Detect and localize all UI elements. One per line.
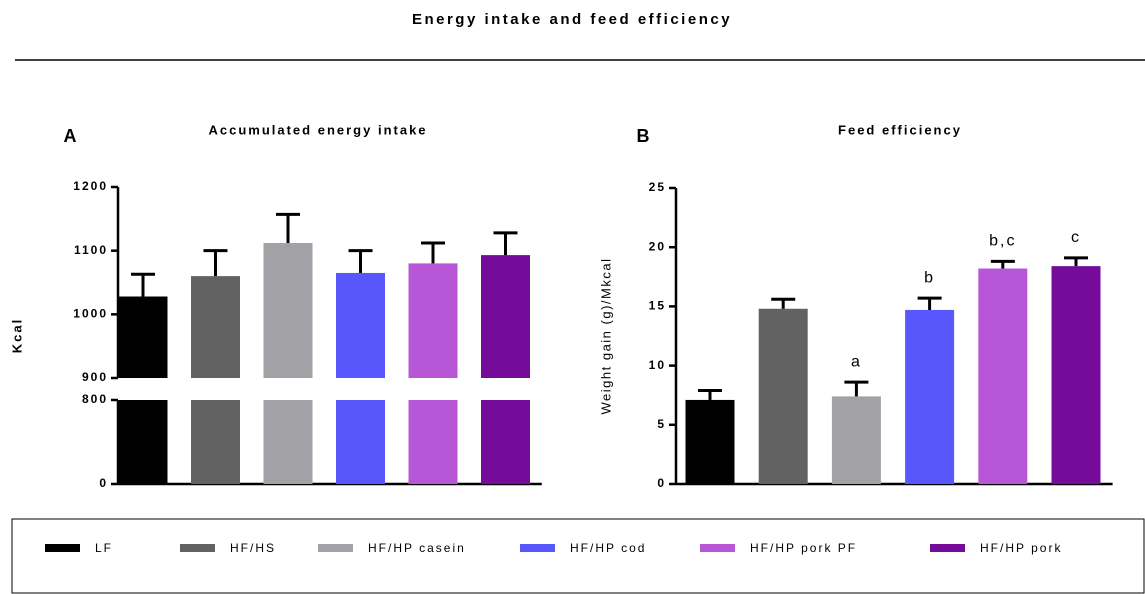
y-axis-label: Kcal xyxy=(9,318,24,353)
legend-swatch xyxy=(45,544,80,552)
y-tick-label: 0 xyxy=(99,476,108,490)
figure-title: Energy intake and feed efficiency xyxy=(412,11,732,28)
legend-label: HF/HS xyxy=(230,541,276,555)
legend-swatch xyxy=(318,544,353,552)
legend-label: LF xyxy=(95,541,113,555)
y-tick-label: 20 xyxy=(649,239,666,253)
bar xyxy=(336,400,385,484)
legend-label: HF/HP cod xyxy=(570,541,646,555)
panel-letter: B xyxy=(637,126,650,146)
bar xyxy=(831,396,881,484)
panel-title: Feed efficiency xyxy=(838,122,962,137)
annotation: a xyxy=(851,353,862,370)
legend-label: HF/HP casein xyxy=(368,541,466,555)
bar xyxy=(408,400,458,484)
legend-label: HF/HP pork PF xyxy=(750,541,857,555)
y-tick-label: 900 xyxy=(82,370,108,384)
annotation: b,c xyxy=(989,233,1016,250)
bar xyxy=(481,400,530,484)
legend-swatch xyxy=(180,544,215,552)
y-tick-label: 0 xyxy=(657,476,666,490)
legend-box xyxy=(11,518,1145,594)
legend-label: HF/HP pork xyxy=(980,541,1062,555)
y-tick-label: 5 xyxy=(657,417,666,431)
legend-swatch xyxy=(520,544,555,552)
y-axis-label: Weight gain (g)/Mkcal xyxy=(598,258,613,415)
bar xyxy=(191,400,240,484)
y-tick-label: 800 xyxy=(82,392,108,406)
legend-swatch xyxy=(930,544,965,552)
bar xyxy=(905,309,955,484)
y-tick-label: 25 xyxy=(649,180,666,194)
bar xyxy=(408,263,458,378)
bar xyxy=(118,400,168,484)
legend-swatch xyxy=(700,544,735,552)
panel-letter: A xyxy=(64,126,77,146)
bar xyxy=(1051,266,1101,484)
bar xyxy=(758,308,808,484)
annotation: b xyxy=(924,269,935,286)
annotation: c xyxy=(1071,229,1081,246)
bar xyxy=(978,268,1028,484)
panel-title: Accumulated energy intake xyxy=(208,122,427,137)
bar xyxy=(263,243,313,378)
bar xyxy=(263,400,313,484)
bar xyxy=(685,399,735,484)
bar xyxy=(191,276,240,378)
y-tick-label: 1000 xyxy=(73,307,108,321)
y-tick-label: 10 xyxy=(649,358,666,372)
y-tick-label: 1100 xyxy=(74,243,108,257)
y-tick-label: 15 xyxy=(649,299,666,313)
bar xyxy=(118,296,168,378)
bar xyxy=(336,272,385,378)
bar xyxy=(481,255,530,378)
y-tick-label: 1200 xyxy=(73,179,108,193)
